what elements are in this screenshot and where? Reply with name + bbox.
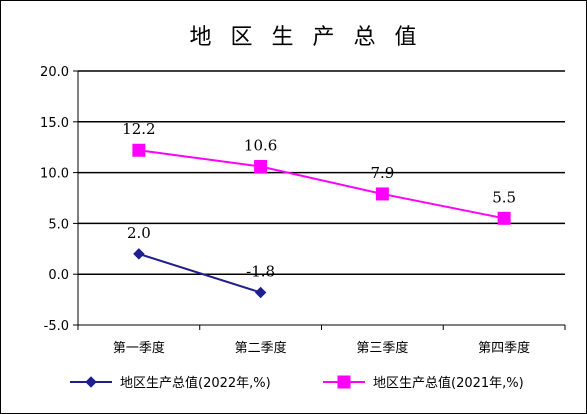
y-tick-label: 10.0 (40, 167, 69, 182)
x-category-label: 第二季度 (235, 340, 287, 356)
legend-label: 地区生产总值(2022年,%) (120, 375, 271, 391)
data-label: 12.2 (122, 120, 155, 138)
plot-area: 20.0 15.0 10.0 5.0 0.0 -5.0 第一季度 第二季度 第三季度 第四季度 2.… (40, 65, 566, 356)
y-tick-label: -5.0 (44, 319, 69, 334)
x-category-label: 第一季度 (113, 340, 165, 356)
data-point (497, 211, 511, 225)
data-label: 7.9 (370, 164, 394, 182)
x-category-label: 第三季度 (356, 340, 408, 356)
data-label: 2.0 (127, 224, 151, 242)
data-point (254, 160, 268, 174)
series-line-2 (138, 149, 505, 220)
legend-marker (337, 375, 351, 389)
y-tick-label: 15.0 (40, 116, 69, 131)
data-label: 10.6 (244, 137, 277, 155)
y-tick-label: 5.0 (48, 217, 69, 232)
data-label: 5.5 (492, 188, 516, 206)
legend-marker (85, 376, 97, 388)
y-tick-label: 0.0 (48, 268, 69, 283)
chart-title: 地 区 生 产 总 值 (190, 25, 423, 50)
legend: 地区生产总值(2022年,%) 地区生产总值(2021年,%) (70, 375, 524, 391)
y-tick-label: 20.0 (40, 65, 69, 80)
x-category-label: 第四季度 (478, 340, 530, 356)
series-line-1 (138, 252, 261, 294)
data-point (254, 286, 267, 299)
data-point (132, 143, 146, 157)
data-point (375, 187, 389, 201)
data-label: -1.8 (246, 262, 275, 280)
data-point (133, 248, 145, 260)
legend-label: 地区生产总值(2021年,%) (373, 375, 524, 391)
